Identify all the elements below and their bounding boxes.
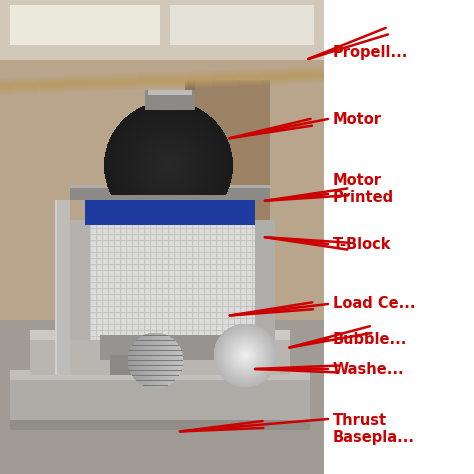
Text: Motor: Motor xyxy=(333,111,382,127)
Text: T-Block: T-Block xyxy=(333,237,392,252)
Text: Propell...: Propell... xyxy=(333,45,409,60)
Text: Thrust
Basepla...: Thrust Basepla... xyxy=(333,413,415,445)
Text: Washe...: Washe... xyxy=(333,362,405,376)
Text: Bubble...: Bubble... xyxy=(333,331,407,346)
Text: Motor
Printed: Motor Printed xyxy=(333,173,394,205)
Text: Load Ce...: Load Ce... xyxy=(333,297,416,311)
